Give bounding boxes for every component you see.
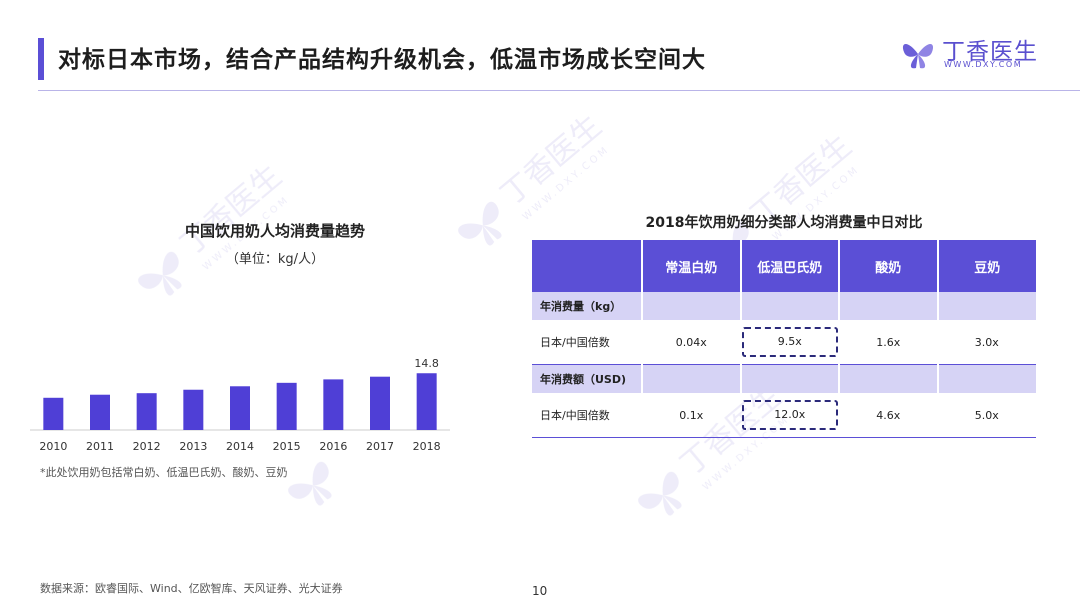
table-cell-highlighted: 12.0x: [740, 393, 839, 438]
x-tick-label-2011: 2011: [86, 440, 114, 453]
bar-2016: [323, 379, 344, 430]
butterfly-logo-icon: [902, 44, 934, 69]
table-title: 2018年饮用奶细分类部人均消费量中日对比: [645, 215, 923, 231]
table-row: 日本/中国倍数 0.04x 9.5x 1.6x 3.0x: [532, 320, 1036, 365]
x-tick-label-2014: 2014: [226, 440, 254, 453]
x-tick-label-2012: 2012: [133, 440, 161, 453]
watermark-5: [288, 461, 332, 506]
highlight-box: 9.5x: [741, 327, 838, 357]
watermark-2-url: WWW.DXY.COM: [521, 144, 612, 223]
logo-brand-text: 丁香医生: [942, 39, 1038, 65]
bar-2017: [370, 376, 390, 430]
row-label: 日本/中国倍数: [532, 320, 642, 365]
header-divider: [38, 90, 1080, 91]
highlight-box: 12.0x: [741, 400, 838, 430]
watermark-2: 丁香医生 WWW.DXY.COM: [458, 109, 612, 246]
table-cell: 5.0x: [937, 393, 1036, 438]
table-header-ambient-milk: 常温白奶: [642, 240, 742, 292]
row-label: 日本/中国倍数: [532, 393, 642, 438]
table-header-soy-milk: 豆奶: [937, 240, 1036, 292]
table-cell: 0.1x: [642, 393, 741, 438]
watermark-2-text: 丁香医生: [494, 109, 608, 213]
table-header-empty: [532, 240, 643, 292]
dxy-logo: 丁香医生 WWW.DXY.COM: [898, 30, 1038, 76]
section-label-volume: 年消费量（kg）: [532, 292, 643, 320]
table-cell: 0.04x: [642, 320, 741, 365]
table-section-row: 年消费量（kg）: [532, 292, 1036, 320]
chart-unit: （单位：kg/人）: [225, 252, 325, 267]
bar-2013: [183, 389, 204, 430]
data-source: 数据来源：欧睿国际、Wind、亿欧智库、天风证券、光大证券: [40, 582, 343, 595]
x-tick-label-2010: 2010: [39, 440, 67, 453]
bar-2018: [416, 373, 437, 430]
bar-2015: [276, 382, 297, 430]
chart-title: 中国饮用奶人均消费量趋势: [184, 222, 365, 240]
table-cell: 3.0x: [937, 320, 1036, 365]
logo-url-text: WWW.DXY.COM: [944, 60, 1023, 69]
bar-2011: [90, 394, 110, 430]
bar-2010: [43, 397, 64, 430]
x-tick-label-2017: 2017: [366, 440, 394, 453]
bar-2014: [230, 386, 250, 430]
table-section-row: 年消费额（USD): [532, 364, 1036, 393]
page-title: 对标日本市场，结合产品结构升级机会，低温市场成长空间大: [58, 47, 706, 73]
table-cell: 1.6x: [839, 320, 938, 365]
data-label-2018: 14.8: [414, 357, 439, 370]
consumption-bar-chart: 2010 2011 2012 2013 2014 2015 2016 2017 2018 14.8: [30, 357, 450, 453]
table-header-yogurt: 酸奶: [839, 240, 939, 292]
bar-2012: [136, 393, 157, 430]
table-row: 日本/中国倍数 0.1x 12.0x 4.6x 5.0x: [532, 393, 1036, 438]
table-header-row: 常温白奶 低温巴氏奶 酸奶 豆奶: [532, 240, 1036, 292]
x-tick-label-2015: 2015: [273, 440, 301, 453]
chart-footnote: *此处饮用奶包括常白奶、低温巴氏奶、酸奶、豆奶: [40, 466, 288, 479]
table-cell: 4.6x: [839, 393, 938, 438]
x-tick-label-2013: 2013: [179, 440, 207, 453]
title-accent-bar: [38, 38, 44, 80]
page-number: 10: [532, 584, 548, 598]
table-cell-highlighted: 9.5x: [740, 320, 839, 365]
comparison-table: 常温白奶 低温巴氏奶 酸奶 豆奶 年消费量（kg） 日本/中国倍数 0.04x …: [532, 240, 1036, 438]
section-label-value: 年消费额（USD): [532, 364, 643, 393]
x-tick-label-2016: 2016: [319, 440, 347, 453]
table-header-pasteurized-milk: 低温巴氏奶: [740, 240, 840, 292]
x-tick-label-2018: 2018: [413, 440, 441, 453]
